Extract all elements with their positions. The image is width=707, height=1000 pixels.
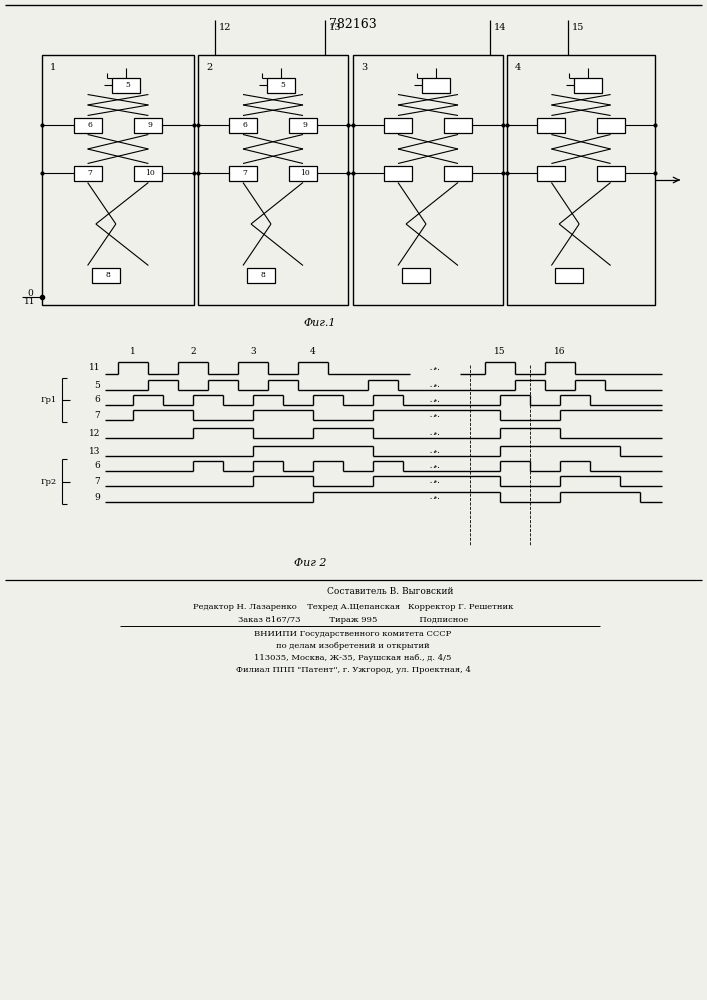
Text: 9: 9	[148, 121, 153, 129]
Bar	[597, 165, 624, 180]
Bar	[384, 165, 412, 180]
Text: 7: 7	[243, 169, 247, 177]
Text: 4: 4	[310, 348, 316, 357]
Text: 113035, Москва, Ж-35, Раушская наб., д. 4/5: 113035, Москва, Ж-35, Раушская наб., д. …	[255, 654, 452, 662]
Bar	[267, 78, 295, 93]
Bar	[353, 55, 503, 305]
Bar	[74, 117, 102, 132]
Text: 6: 6	[94, 395, 100, 404]
Text: 12: 12	[219, 22, 231, 31]
Bar	[402, 267, 430, 282]
Text: по делам изобретений и открытий: по делам изобретений и открытий	[276, 642, 430, 650]
Text: 5: 5	[280, 81, 285, 89]
Text: 2: 2	[206, 63, 212, 72]
Bar	[444, 165, 472, 180]
Bar	[134, 117, 163, 132]
Text: 12: 12	[88, 428, 100, 438]
Bar	[555, 267, 583, 282]
Bar	[384, 117, 412, 132]
Bar	[289, 165, 317, 180]
Text: 14: 14	[494, 22, 506, 31]
Text: 4: 4	[515, 63, 521, 72]
Text: 782163: 782163	[329, 18, 377, 31]
Text: ...: ...	[428, 463, 441, 469]
Text: 15: 15	[494, 348, 506, 357]
Text: 6: 6	[94, 462, 100, 471]
Bar	[92, 267, 120, 282]
Bar	[289, 117, 317, 132]
Text: 15: 15	[572, 22, 585, 31]
Text: ...: ...	[428, 430, 441, 436]
Text: 8: 8	[105, 271, 110, 279]
Bar	[134, 165, 163, 180]
Text: 8: 8	[261, 271, 265, 279]
Bar	[198, 55, 348, 305]
Bar	[537, 165, 566, 180]
Text: ...: ...	[428, 397, 441, 403]
Bar	[574, 78, 602, 93]
Text: 16: 16	[554, 348, 566, 357]
Text: Редактор Н. Лазаренко    Техред А.Щепанская   Корректор Г. Решетник: Редактор Н. Лазаренко Техред А.Щепанская…	[193, 603, 513, 611]
Text: 11: 11	[88, 363, 100, 372]
Text: 13: 13	[329, 22, 341, 31]
Text: 9: 9	[303, 121, 308, 129]
Text: ...: ...	[428, 382, 441, 388]
Text: 10: 10	[300, 169, 310, 177]
Bar	[229, 165, 257, 180]
Text: 5: 5	[94, 380, 100, 389]
Text: 11: 11	[24, 296, 36, 306]
Text: 6: 6	[243, 121, 247, 129]
Text: Составитель В. Выговский: Составитель В. Выговский	[327, 587, 453, 596]
Bar	[247, 267, 275, 282]
Bar	[597, 117, 624, 132]
Bar	[507, 55, 655, 305]
Text: 7: 7	[94, 477, 100, 486]
Text: 0: 0	[27, 288, 33, 298]
Text: Заказ 8167/73           Тираж 995                Подписное: Заказ 8167/73 Тираж 995 Подписное	[238, 616, 468, 624]
Text: ...: ...	[428, 494, 441, 500]
Text: ...: ...	[428, 365, 441, 371]
Bar	[537, 117, 566, 132]
Text: ...: ...	[428, 478, 441, 484]
Bar	[112, 78, 139, 93]
Text: 13: 13	[88, 446, 100, 456]
Text: 5: 5	[125, 81, 130, 89]
Text: 7: 7	[87, 169, 92, 177]
Text: ВНИИПИ Государственного комитета СССР: ВНИИПИ Государственного комитета СССР	[255, 630, 452, 638]
Bar	[421, 78, 450, 93]
Text: Φиг 2: Φиг 2	[293, 558, 326, 568]
Text: 10: 10	[146, 169, 156, 177]
Text: Гр1: Гр1	[41, 396, 57, 404]
Text: 7: 7	[94, 410, 100, 420]
Text: Филиал ППП "Патент", г. Ужгород, ул. Проектная, 4: Филиал ППП "Патент", г. Ужгород, ул. Про…	[235, 666, 470, 674]
Text: 3: 3	[361, 63, 367, 72]
Bar	[444, 117, 472, 132]
Text: ...: ...	[428, 448, 441, 454]
Text: 6: 6	[87, 121, 92, 129]
Text: Гр2: Гр2	[41, 478, 57, 486]
Bar	[74, 165, 102, 180]
Bar	[42, 55, 194, 305]
Text: 1: 1	[130, 348, 136, 357]
Text: ...: ...	[428, 412, 441, 418]
Text: 1: 1	[50, 63, 57, 72]
Bar	[229, 117, 257, 132]
Text: 2: 2	[190, 348, 196, 357]
Text: 9: 9	[94, 492, 100, 502]
Text: Φиг.1: Φиг.1	[304, 318, 337, 328]
Text: 3: 3	[250, 348, 256, 357]
